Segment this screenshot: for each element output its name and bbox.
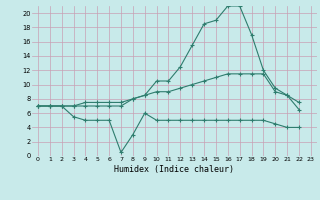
X-axis label: Humidex (Indice chaleur): Humidex (Indice chaleur): [115, 165, 234, 174]
